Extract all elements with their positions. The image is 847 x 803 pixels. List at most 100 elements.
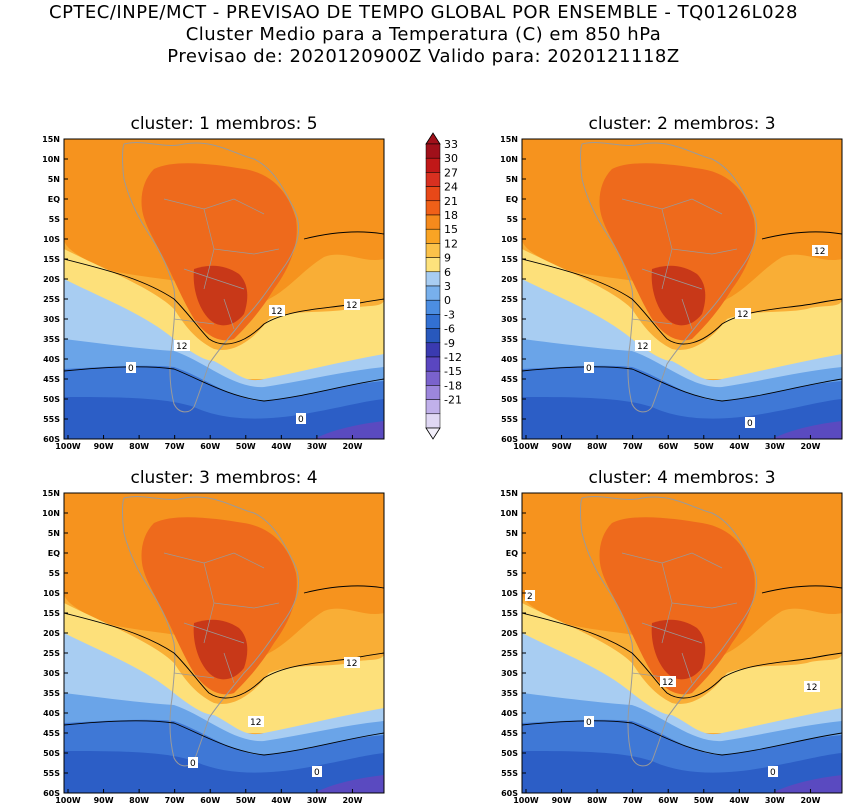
colorbar-bottom-arrow [425,427,441,440]
lat-tick-label: 45S [501,375,518,384]
temperature-field [522,493,842,793]
isotherm-line [522,720,842,756]
colorbar-segment [425,186,441,202]
figure-title-line-2: Cluster Medio para a Temperatura (C) em … [185,24,662,45]
contour-label-text: 0 [586,364,592,374]
temperature-band [314,775,384,793]
lat-tick-label: 30S [501,315,518,324]
temperature-band [141,517,297,695]
lat-tick-label: EQ [48,549,60,558]
lon-tick-label: 30W [307,796,327,803]
contour-label: 0 [584,716,594,728]
lat-tick-label: 10N [500,509,518,518]
colorbar-tick-label: -6 [444,323,455,336]
contour-label-text: 0 [314,768,320,778]
temperature-band [651,619,706,680]
colorbar-segment [425,200,441,216]
contour-label: 0 [312,766,322,778]
isotherm-line [64,720,384,756]
lat-tick-label: 25S [501,295,518,304]
lat-tick-label: 10S [501,235,518,244]
lat-tick-label: 35S [43,335,60,344]
lat-tick-label: 35S [501,689,518,698]
colorbar-segment [425,243,441,258]
colorbar-segment [425,214,441,230]
contour-label: 2 [525,590,535,602]
lat-tick-label: 5N [48,175,60,184]
lon-tick-label: 90W [552,442,572,451]
lat-tick-label: 25S [43,295,60,304]
lat-tick-label: 10S [43,235,60,244]
colorbar-segment [425,385,441,400]
lat-tick-label: 5S [49,569,61,578]
lat-tick-label: EQ [506,549,518,558]
lon-tick-label: 80W [587,442,607,451]
lat-tick-label: 10N [42,155,60,164]
contour-label: 12 [269,305,285,317]
temperature-band [64,397,384,439]
coastline [122,496,299,767]
temperature-band [193,265,248,326]
colorbar-tick-label: 6 [444,266,451,279]
lat-tick-label: 35S [501,335,518,344]
colorbar-tick-label: -18 [444,379,462,392]
contour-label: 12 [248,716,264,728]
lon-tick-label: 90W [552,796,572,803]
temperature-band [193,619,248,680]
lat-tick-label: 45S [43,375,60,384]
lon-tick-label: 80W [587,796,607,803]
colorbar-tick-label: 3 [444,280,451,293]
colorbar-tick-label: 0 [444,294,451,307]
contour-label-text: 0 [747,419,753,429]
lat-tick-label: 15S [43,609,60,618]
lat-tick-label: 60S [43,435,60,444]
colorbar-segment [425,399,441,415]
colorbar-segment [425,356,441,372]
contour-label-text: 12 [806,683,817,693]
lon-tick-label: 70W [165,796,185,803]
colorbar-tick-label: -3 [444,308,455,321]
lon-tick-label: 20W [342,442,362,451]
lat-tick-label: 5N [506,529,518,538]
colorbar-segment [425,285,441,301]
lon-tick-label: 80W [129,796,149,803]
temperature-band [522,397,842,439]
lat-tick-label: 30S [501,669,518,678]
lat-tick-label: 15N [42,135,60,144]
lat-tick-label: 60S [501,789,518,798]
colorbar-tick-label: 24 [444,181,458,194]
lon-tick-label: 20W [342,796,362,803]
map-panel-cluster-1: 12 12 12 0 0 15N 10N 5N EQ 5S 10S 15S 20S 25S 30S 35S 40… [42,135,385,451]
colorbar-tick-label: 9 [444,252,451,265]
lat-tick-label: 60S [43,789,60,798]
temperature-field [64,493,384,793]
isotherm-line [761,585,842,594]
lat-tick-label: 55S [501,415,518,424]
figure-title-line-1: CPTEC/INPE/MCT - PREVISAO DE TEMPO GLOBA… [49,2,798,23]
colorbar-tick-label: 18 [444,209,458,222]
lon-tick-label: 70W [623,442,643,451]
colorbar-segment [425,228,441,244]
lat-tick-label: EQ [506,195,518,204]
lon-tick-label: 50W [236,796,256,803]
lat-tick-label: 25S [501,649,518,658]
lat-tick-label: 15S [501,609,518,618]
lat-tick-label: 50S [43,395,60,404]
contour-label-text: 0 [128,364,134,374]
colorbar-tick-label: 12 [444,237,458,250]
temperature-band [522,751,842,793]
contour-label: 12 [735,308,751,320]
lat-tick-label: 45S [501,729,518,738]
contour-label-text: 12 [250,718,261,728]
lon-tick-label: 90W [94,442,114,451]
figure-title-line-3: Previsao de: 2020120900Z Valido para: 20… [167,46,680,67]
panel-2-title: cluster: 2 membros: 3 [588,114,776,134]
lat-tick-label: 15N [500,489,518,498]
lon-tick-label: 70W [165,442,185,451]
contour-label-text: 12 [271,307,282,317]
map-panel-cluster-2: 12 12 12 0 0 15N 10N 5N EQ 5S 10S 15S 20S 25S 30S 35S 40… [500,135,843,451]
isotherm-line [522,366,842,402]
lat-tick-label: 15N [500,135,518,144]
lat-tick-label: 55S [501,769,518,778]
isotherm-line [64,366,384,402]
